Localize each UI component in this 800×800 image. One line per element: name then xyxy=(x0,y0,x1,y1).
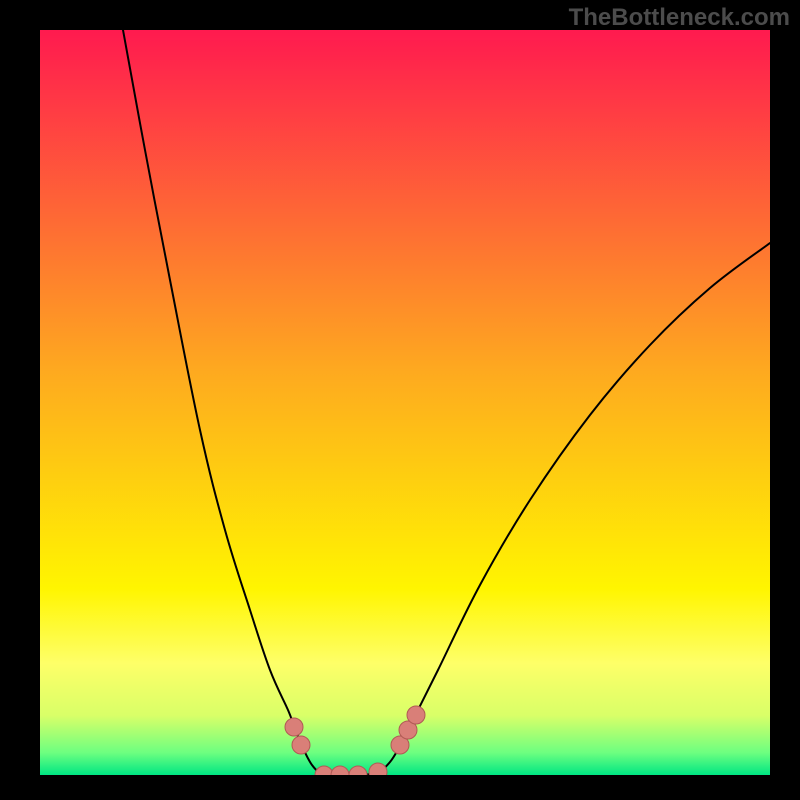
marker-point xyxy=(285,718,303,736)
curve-right xyxy=(340,243,770,775)
marker-point xyxy=(331,766,349,775)
marker-point xyxy=(407,706,425,724)
marker-point xyxy=(292,736,310,754)
plot-background xyxy=(40,30,770,775)
markers-group xyxy=(285,706,425,775)
marker-point xyxy=(369,763,387,775)
marker-point xyxy=(315,766,333,775)
curve-left xyxy=(123,30,340,775)
chart-svg xyxy=(40,30,770,775)
watermark-text: TheBottleneck.com xyxy=(569,4,790,32)
marker-point xyxy=(349,766,367,775)
